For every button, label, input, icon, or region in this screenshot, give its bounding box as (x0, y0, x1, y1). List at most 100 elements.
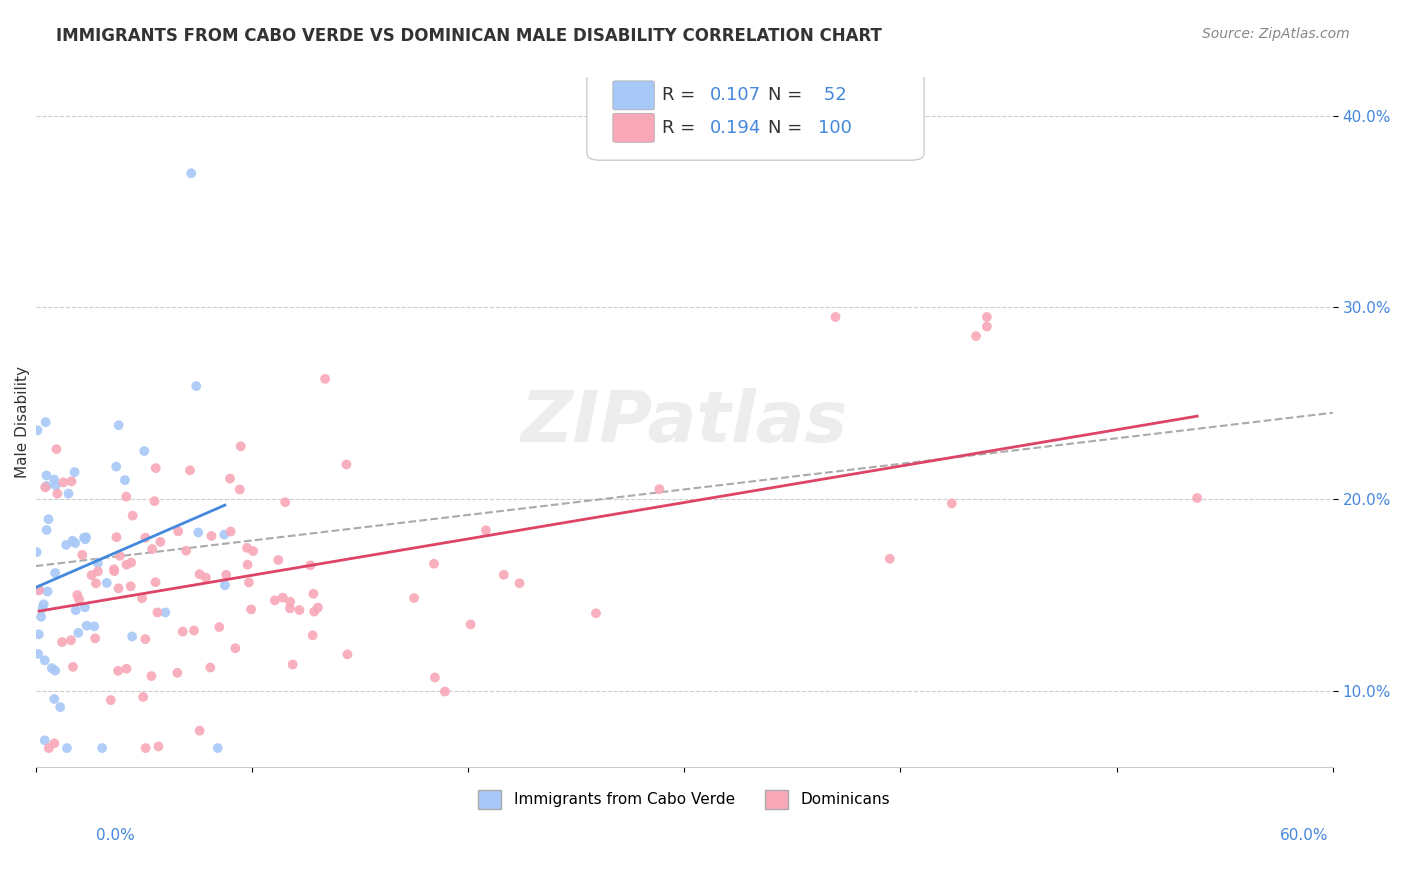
Point (267, 553, 290, 567)
Point (73, 600, 96, 615)
Point (27, 647, 49, 661)
Point (148, 739, 170, 754)
Point (28, 627, 51, 641)
Point (174, 543, 197, 558)
Point (62, 533, 84, 548)
Point (41, 661, 63, 675)
Y-axis label: Male Disability: Male Disability (15, 367, 30, 478)
Point (134, 444, 156, 458)
Point (433, 684, 456, 698)
Point (172, 624, 194, 639)
Text: 0.194: 0.194 (710, 119, 762, 136)
Point (34, 415, 56, 429)
Point (492, 567, 515, 582)
Point (200, 529, 222, 543)
Point (80, 568, 103, 582)
Point (103, 562, 125, 576)
Point (224, 641, 246, 656)
Point (263, 593, 285, 607)
Point (96, 576, 118, 591)
Point (55, 538, 77, 552)
Point (335, 458, 357, 472)
Point (108, 549, 131, 563)
Point (271, 591, 294, 605)
Point (219, 524, 242, 539)
Text: R =: R = (662, 119, 702, 136)
Point (145, 575, 167, 590)
Point (87, 565, 110, 579)
Point (183, 624, 205, 638)
Point (141, 669, 163, 683)
Point (120, 579, 142, 593)
Point (35, 479, 58, 493)
Point (188, 723, 211, 738)
Point (307, 600, 329, 615)
Text: ZIPatlas: ZIPatlas (520, 388, 848, 457)
Point (44, 664, 66, 678)
Point (976, 319, 998, 334)
Point (423, 671, 446, 685)
Point (49, 700, 72, 714)
Point (207, 741, 229, 756)
Text: 100: 100 (818, 119, 852, 136)
Point (236, 558, 259, 572)
Point (141, 542, 163, 557)
FancyBboxPatch shape (586, 67, 924, 161)
Point (460, 617, 482, 632)
Point (301, 628, 323, 642)
Point (65, 603, 87, 617)
Point (60, 475, 83, 489)
Point (134, 531, 156, 545)
Point (278, 601, 301, 615)
Point (824, 310, 846, 324)
Point (73, 531, 96, 545)
Point (145, 461, 167, 475)
Point (70, 548, 93, 562)
Point (103, 564, 125, 578)
Point (965, 329, 987, 343)
Point (238, 575, 260, 590)
Point (52, 475, 75, 490)
FancyBboxPatch shape (613, 81, 654, 110)
Point (475, 523, 498, 537)
Point (35, 468, 58, 483)
Point (288, 603, 311, 617)
Point (66, 588, 89, 602)
Point (44, 736, 66, 750)
Point (84, 576, 107, 591)
Point (45, 478, 67, 492)
Text: N =: N = (769, 119, 808, 136)
Point (166, 665, 188, 680)
Point (115, 662, 138, 676)
Point (114, 473, 136, 487)
Point (107, 664, 129, 678)
Point (115, 558, 138, 572)
Point (121, 508, 143, 523)
Text: IMMIGRANTS FROM CABO VERDE VS DOMINICAN MALE DISABILITY CORRELATION CHART: IMMIGRANTS FROM CABO VERDE VS DOMINICAN … (56, 27, 882, 45)
Point (194, 570, 217, 584)
Point (214, 578, 236, 592)
Legend: Immigrants from Cabo Verde, Dominicans: Immigrants from Cabo Verde, Dominicans (472, 784, 896, 814)
Point (299, 558, 322, 573)
Point (149, 534, 172, 549)
Point (45, 442, 67, 457)
Point (87, 556, 110, 570)
Point (32, 597, 55, 611)
Point (134, 632, 156, 646)
Point (228, 483, 250, 497)
Point (274, 495, 297, 509)
Text: R =: R = (662, 87, 702, 104)
Point (37, 512, 59, 526)
Point (236, 541, 259, 555)
Point (105, 459, 128, 474)
Point (155, 606, 177, 620)
Point (179, 463, 201, 477)
Point (215, 567, 238, 582)
Point (75, 533, 97, 547)
Point (84, 632, 107, 646)
Point (44, 473, 66, 487)
Point (200, 660, 222, 674)
Point (143, 494, 166, 508)
Point (941, 496, 963, 510)
Point (67, 626, 90, 640)
